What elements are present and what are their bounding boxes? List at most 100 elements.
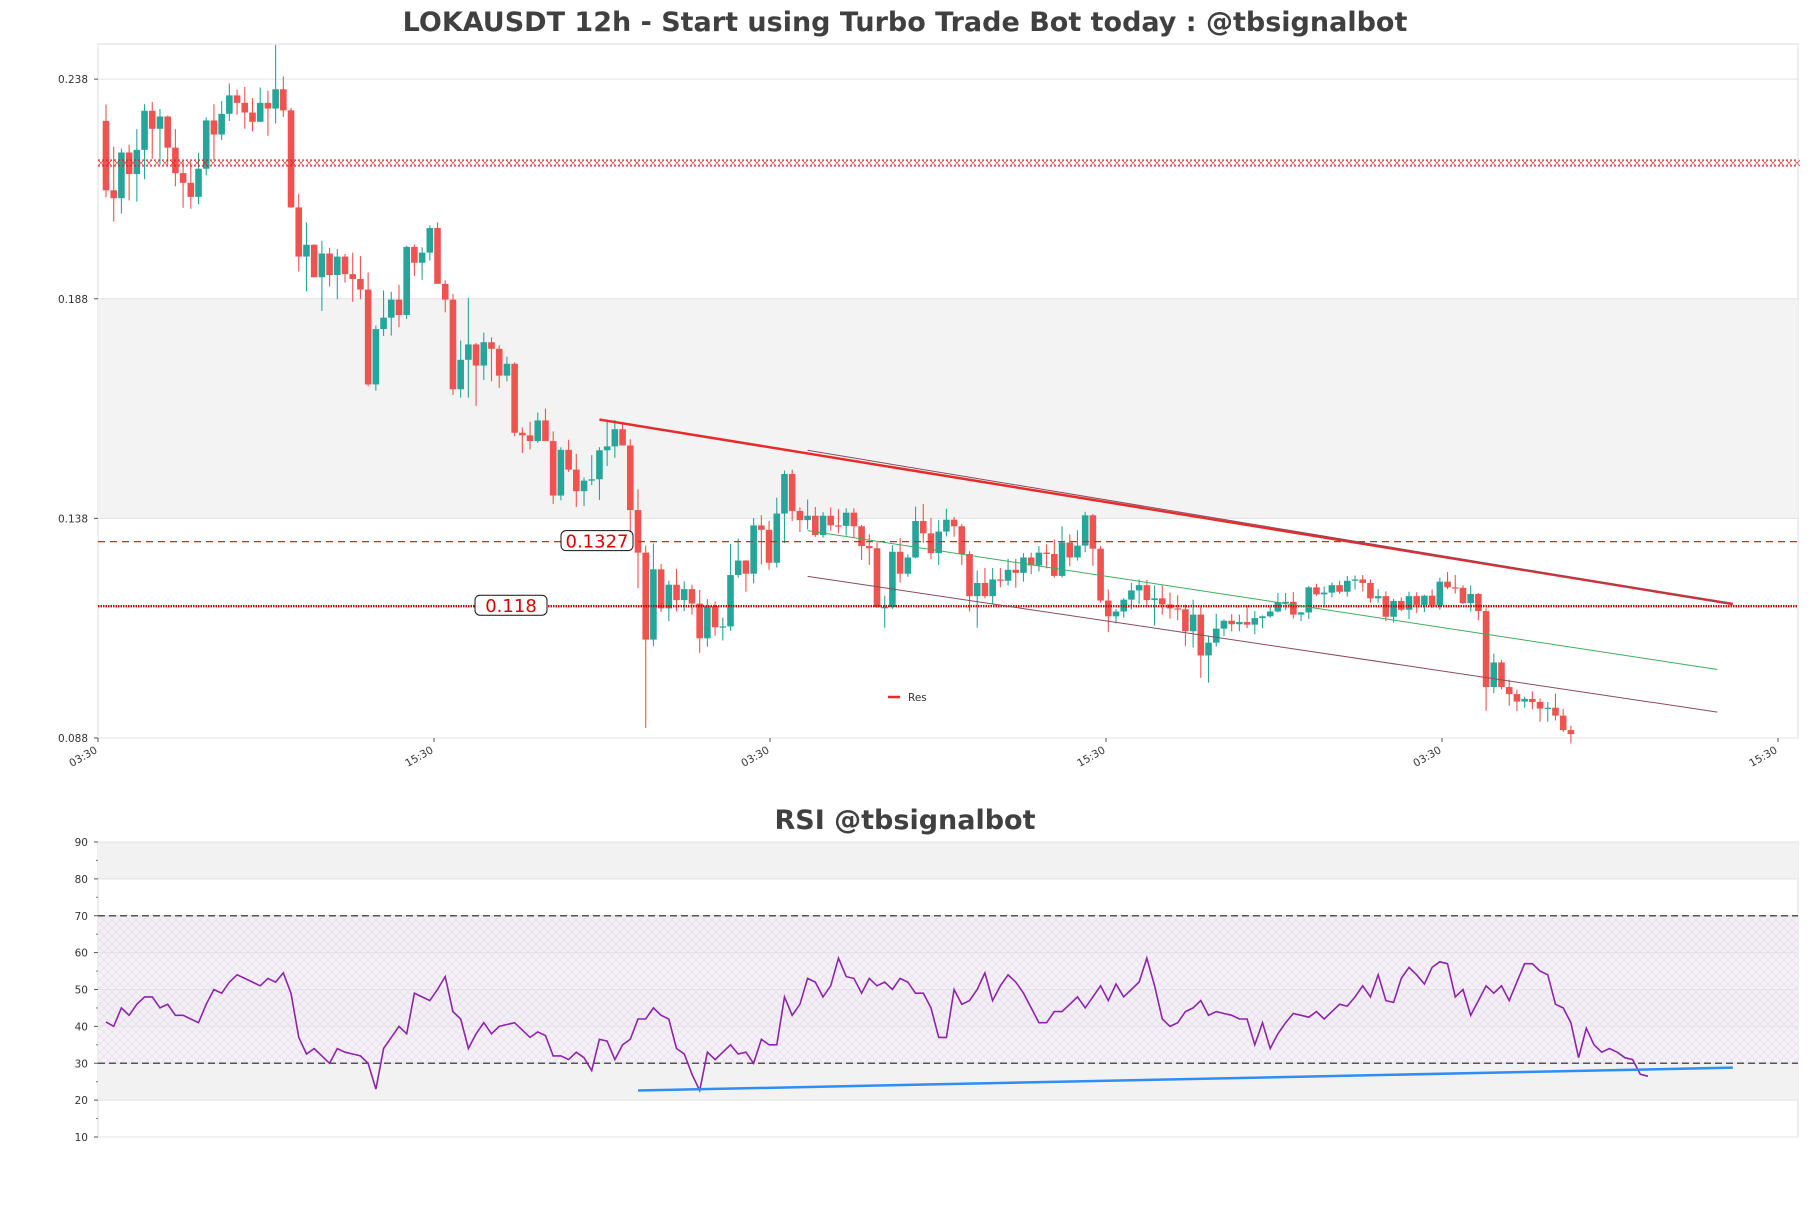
time-tick-label: 15:30 [403, 744, 435, 770]
candle-body [750, 525, 757, 574]
candle-body [1529, 698, 1536, 702]
candle-body [835, 525, 842, 527]
candle-body [1436, 581, 1444, 606]
candle-body [657, 569, 665, 609]
candle-body [804, 515, 811, 521]
candle-body [997, 579, 1004, 581]
rsi-tick-label: 90 [75, 837, 88, 849]
candle-body [295, 207, 303, 257]
time-tick-label: 15:30 [1747, 744, 1779, 770]
candle-body [842, 512, 850, 526]
candle-body [334, 256, 341, 276]
candle-body [495, 348, 503, 376]
candle-body [981, 582, 989, 597]
candle-body [280, 89, 287, 111]
candle-body [758, 525, 765, 530]
candle-body [1081, 515, 1089, 546]
candle-body [1051, 553, 1058, 576]
candle-body [210, 120, 218, 135]
candle-body [1112, 611, 1120, 617]
candle-body [542, 420, 549, 442]
candle-body [673, 584, 680, 601]
candle-body [1351, 579, 1359, 581]
candle-body [1166, 604, 1174, 609]
rsi-grid-band [98, 842, 1798, 879]
candle-body [187, 182, 195, 197]
candle-body [696, 603, 703, 639]
trendline [599, 418, 1734, 606]
candle-body [480, 342, 488, 366]
candle-body [349, 274, 357, 279]
candle-body [1097, 548, 1104, 601]
candle-body [1405, 596, 1413, 610]
candle-body [249, 112, 256, 122]
candle-body [395, 299, 403, 316]
rsi-tick-label: 30 [75, 1058, 88, 1070]
rsi-grid-band [98, 1063, 1798, 1101]
candle-body [1320, 592, 1328, 595]
candle-body [357, 278, 364, 290]
candle-body [441, 283, 449, 300]
candle-body [896, 551, 904, 574]
candle-body [765, 529, 773, 563]
candle-body [927, 533, 935, 554]
candle-body [626, 445, 634, 511]
candle-body [202, 120, 210, 169]
candle-body [148, 110, 156, 129]
trendline [807, 530, 1718, 670]
candle-body [341, 256, 349, 275]
candle-body [256, 102, 264, 122]
rsi-tick-label: 60 [75, 948, 88, 960]
candle-body [1559, 715, 1567, 731]
candle-body [1297, 612, 1305, 615]
candle-body [1482, 611, 1490, 688]
candle-body [233, 95, 241, 103]
candle-body [1212, 628, 1220, 643]
candle-body [580, 480, 588, 492]
price-tick-label: 0.238 [58, 74, 88, 86]
candle-body [1035, 552, 1043, 566]
candle-body [1552, 707, 1559, 716]
candle-body [426, 228, 434, 253]
candle-body [557, 449, 565, 496]
candle-body [1459, 587, 1467, 604]
candle-body [195, 168, 202, 197]
candle-body [680, 589, 688, 601]
candle-body [1143, 585, 1151, 601]
candle-body [966, 553, 973, 597]
candle-body [226, 95, 233, 114]
level-cross-pattern [97, 159, 1801, 167]
candle-body [989, 579, 996, 597]
candle-body [133, 149, 141, 175]
candle-body [1189, 614, 1197, 632]
candle-body [773, 513, 781, 563]
candle-body [1344, 580, 1351, 592]
candle-body [1505, 687, 1513, 695]
candle-body [719, 626, 727, 628]
price-tick-label: 0.088 [58, 733, 88, 745]
candle-body [688, 589, 696, 604]
candle-body [650, 569, 657, 640]
candle-body [788, 474, 796, 511]
candle-body [1274, 602, 1282, 612]
candle-body [1243, 622, 1251, 625]
candle-body [1105, 600, 1112, 617]
candle-body [434, 228, 441, 284]
candle-body [1475, 593, 1482, 612]
candle-body [364, 289, 372, 385]
candle-body [881, 607, 889, 609]
level-label-box [560, 530, 634, 552]
candle-body [781, 474, 788, 514]
candle-body [1135, 585, 1143, 591]
rsi-chart-plot: 90 80 70 60 50 40 30 20 10 [75, 837, 1799, 1144]
candle-body [1521, 698, 1528, 702]
candle-body [611, 429, 619, 447]
candle-body [218, 113, 225, 135]
candle-body [326, 253, 333, 276]
price-zone-band [98, 298, 1798, 519]
candle-body [1328, 585, 1336, 593]
candle-body [1536, 701, 1544, 709]
candle-body [734, 560, 742, 576]
candle-body [943, 519, 950, 532]
